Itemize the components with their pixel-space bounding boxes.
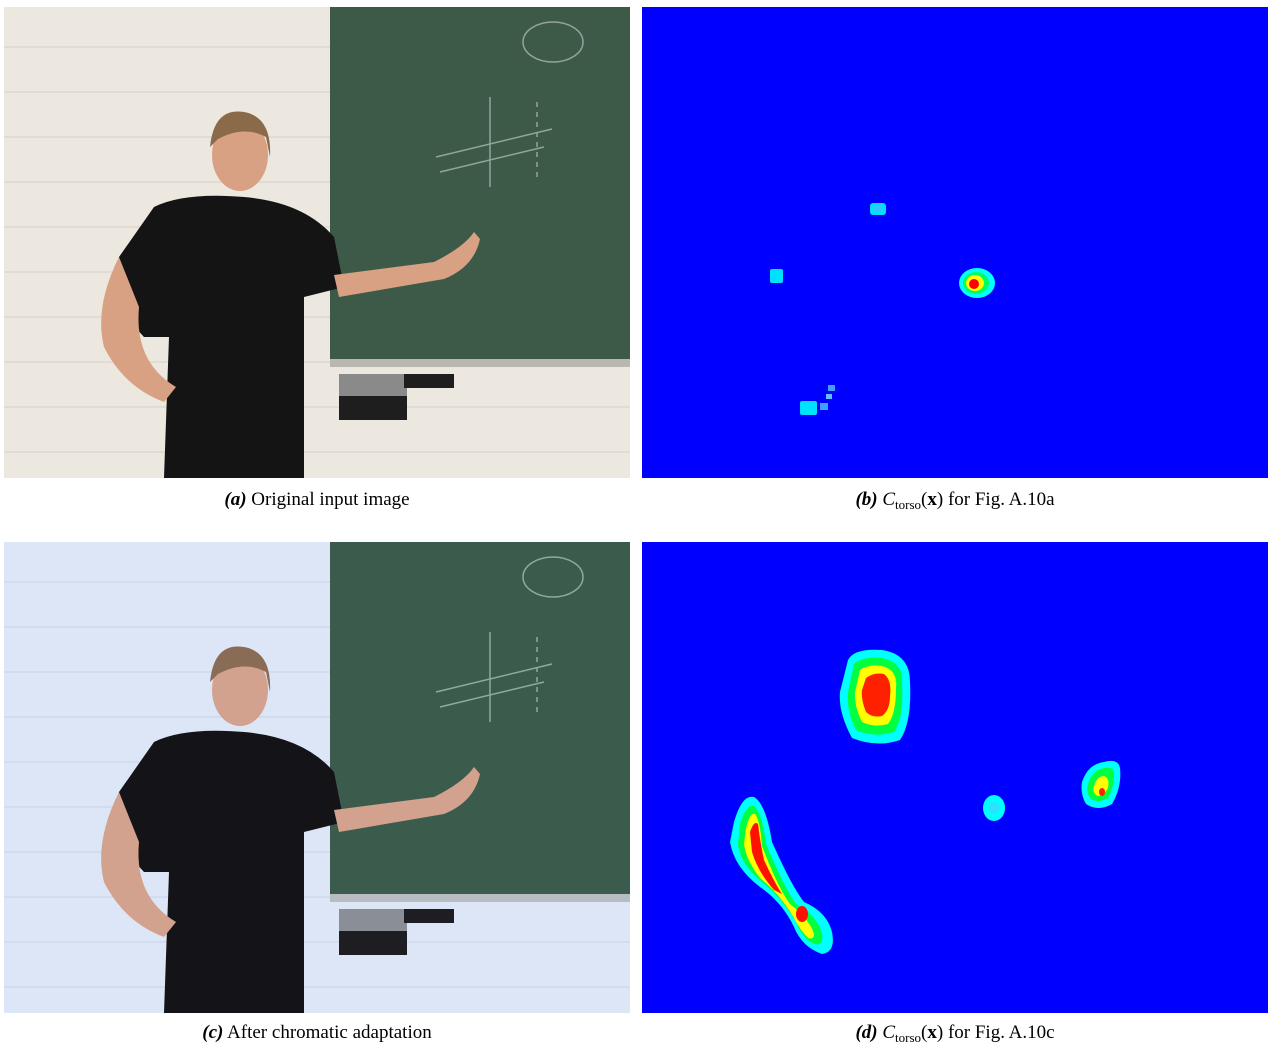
person-head (212, 654, 268, 726)
caption-argument: x (927, 1022, 937, 1043)
caption-label: (a) (224, 489, 247, 510)
caption-argument: x (927, 489, 937, 510)
detection-blob (959, 268, 995, 298)
detection-blob (1081, 760, 1121, 808)
detection-blob (730, 796, 833, 954)
torso-confidence-map-a (642, 7, 1268, 478)
torso-confidence-map-c (642, 542, 1268, 1013)
caption-label: (d) (855, 1022, 878, 1043)
caption-text: Original input image (251, 489, 410, 510)
original-input-image (4, 7, 630, 478)
caption-c: (c) After chromatic adaptation (4, 1022, 630, 1044)
caption-suffix: for Fig. A.10a (943, 489, 1055, 510)
caption-symbol: C (882, 489, 896, 510)
caption-label: (c) (202, 1022, 224, 1043)
chromatic-adapted-image (4, 542, 630, 1013)
person-torso (118, 195, 345, 478)
caption-subscript: torso (895, 1030, 922, 1045)
caption-suffix: for Fig. A.10c (943, 1022, 1055, 1043)
caption-subscript: torso (895, 497, 922, 512)
blackboard (330, 542, 630, 900)
person-head (212, 119, 268, 191)
caption-text: After chromatic adaptation (227, 1022, 432, 1043)
detection-blob (839, 649, 911, 744)
person-torso (118, 730, 345, 1013)
caption-symbol: C (882, 1022, 896, 1043)
blackboard (330, 7, 630, 365)
detection-blob (770, 269, 783, 283)
caption-d: (d) Ctorso(x) for Fig. A.10c (855, 1022, 1055, 1045)
detection-blob (870, 203, 886, 215)
caption-b: (b) Ctorso(x) for Fig. A.10a (855, 489, 1055, 512)
caption-a: (a) Original input image (4, 489, 630, 511)
detection-blob (983, 795, 1005, 821)
caption-label: (b) (855, 489, 878, 510)
detection-blob (800, 385, 835, 415)
